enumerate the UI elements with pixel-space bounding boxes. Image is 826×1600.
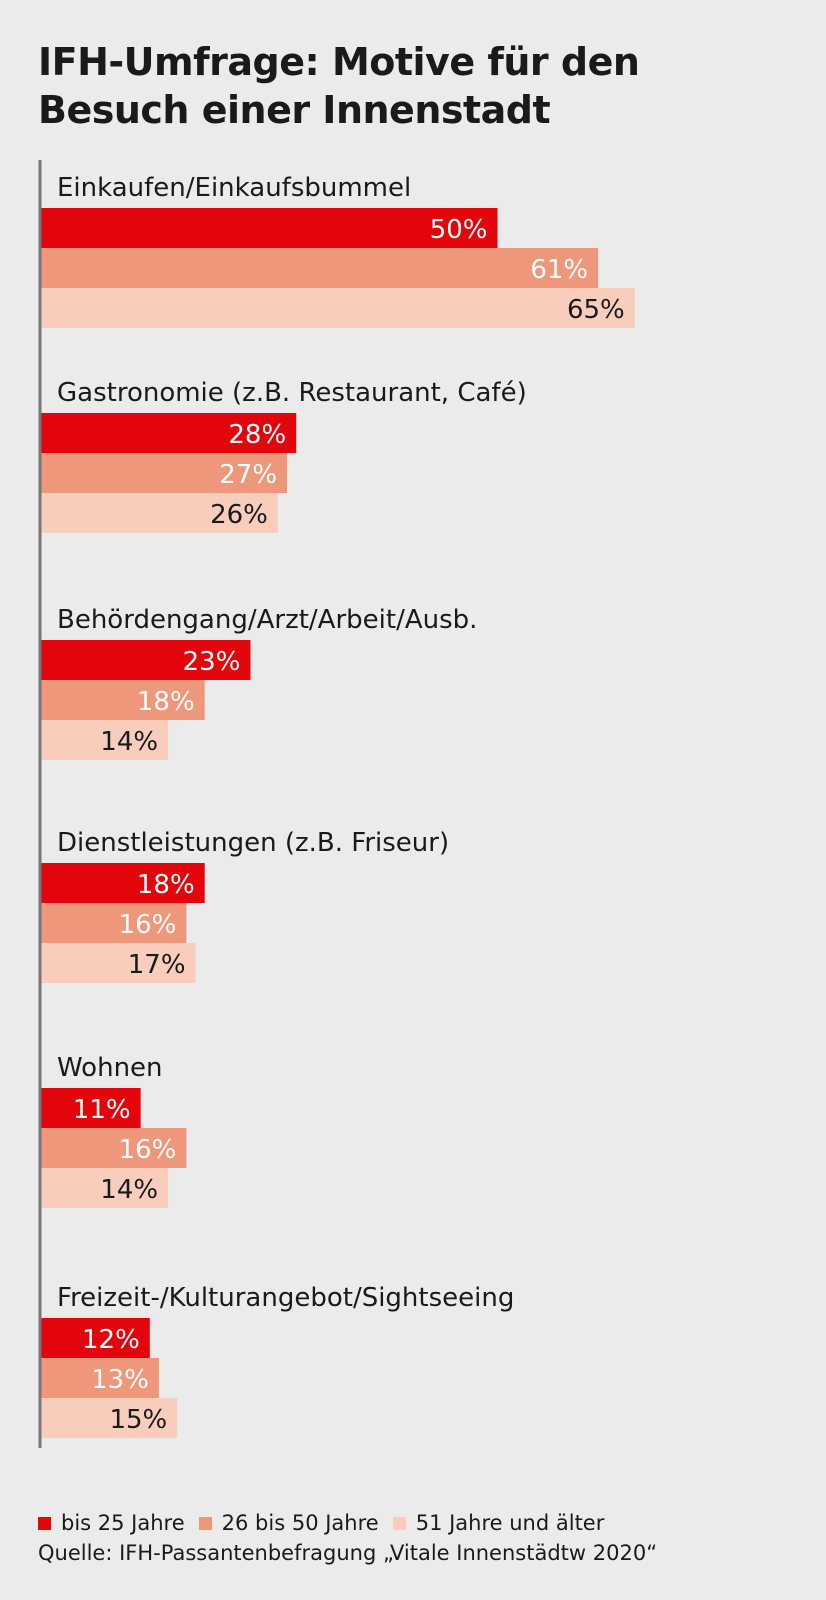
data-label: 16% [119,1135,177,1165]
legend-label-s3: 51 Jahre und älter [415,1511,605,1535]
bar [40,1128,187,1168]
title-line-1: IFH-Umfrage: Motive für den [38,40,640,84]
bar [40,1088,141,1128]
bar [40,1168,169,1208]
bar [40,1398,178,1438]
bar [40,248,599,288]
data-label: 61% [530,255,588,285]
data-label: 27% [219,460,277,490]
bar [40,1318,150,1358]
data-label: 18% [137,687,195,717]
legend: bis 25 Jahre 26 bis 50 Jahre 51 Jahre un… [38,1510,618,1536]
legend-swatch-s3 [392,1516,406,1530]
legend-label-s1: bis 25 Jahre [61,1511,185,1535]
data-label: 11% [73,1095,131,1125]
bar [40,208,498,248]
data-label: 13% [91,1365,149,1395]
legend-swatch-s2 [198,1516,212,1530]
data-label: 18% [137,870,195,900]
bar-chart: Einkaufen/Einkaufsbummel 50% 61% 65% Gastron… [38,160,635,1448]
bar [40,903,187,943]
category-label: Freizeit-/Kulturangebot/Sightseeing [57,1283,514,1313]
legend-swatch-s1 [38,1516,51,1530]
category-label: Behördengang/Arzt/Arbeit/Ausb. [57,605,477,635]
legend-label-s2: 26 bis 50 Jahre [221,1511,379,1535]
bar [40,493,278,533]
data-label: 28% [228,420,286,450]
bar [40,288,635,328]
legend-item-s3: 51 Jahre und älter [392,1510,605,1536]
category-label: Dienstleistungen (z.B. Friseur) [57,828,449,858]
legend-item-s2: 26 bis 50 Jahre [198,1510,379,1536]
bar [40,640,251,680]
data-label: 16% [119,910,177,940]
data-label: 50% [430,215,488,245]
chart-title: IFH-Umfrage: Motive für den Besuch einer… [38,38,798,134]
category-label: Einkaufen/Einkaufsbummel [57,173,411,203]
data-label: 12% [82,1325,140,1355]
bar [40,413,297,453]
bar [40,943,196,983]
bar [40,720,169,760]
source-note: Quelle: IFH-Passantenbefragung „Vitale I… [38,1541,658,1565]
data-label: 17% [128,950,186,980]
bar [40,453,288,493]
legend-item-s1: bis 25 Jahre [38,1510,185,1536]
data-label: 14% [100,727,158,757]
category-label: Gastronomie (z.B. Restaurant, Café) [57,378,527,408]
bar [40,1358,159,1398]
bar [40,863,205,903]
data-label: 15% [109,1405,167,1435]
title-line-2: Besuch einer Innenstadt [38,88,551,132]
category-label: Wohnen [57,1053,163,1083]
data-label: 26% [210,500,268,530]
data-label: 14% [100,1175,158,1205]
data-label: 23% [183,647,241,677]
bar [40,680,205,720]
data-label: 65% [567,295,625,325]
